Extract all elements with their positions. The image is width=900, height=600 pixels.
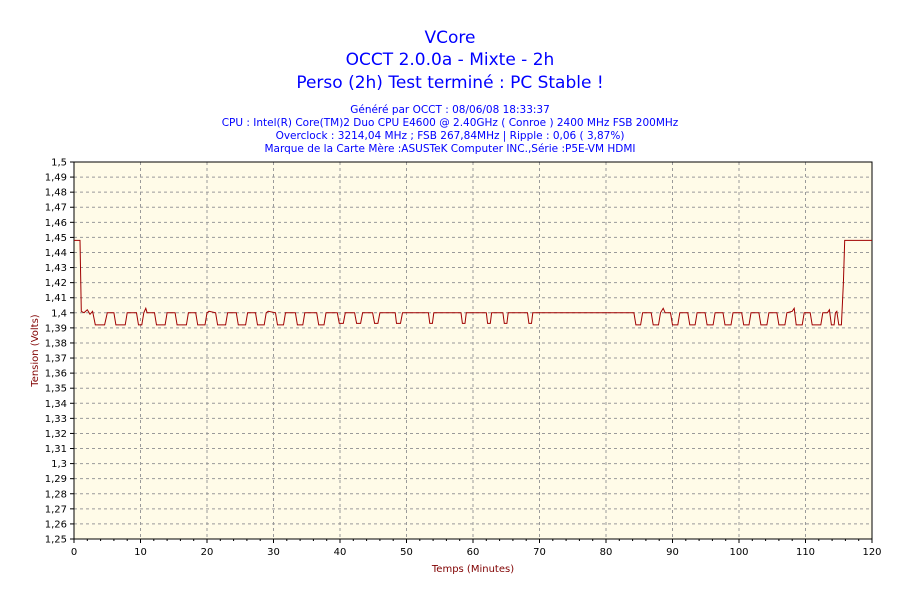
y-tick-label: 1,37	[45, 354, 67, 365]
y-tick-label: 1,5	[51, 158, 67, 169]
y-axis-ticks: 1,25 1,26 1,27 1,28 1,29 1,3 1,31 1,32 1,33 1,34 1…	[45, 158, 74, 546]
x-tick-label: 50	[400, 547, 413, 558]
x-tick-label: 110	[796, 547, 815, 558]
x-tick-label: 90	[666, 547, 679, 558]
y-tick-label: 1,43	[45, 263, 67, 274]
y-tick-label: 1,26	[45, 519, 67, 530]
y-tick-label: 1,35	[45, 384, 67, 395]
y-tick-label: 1,32	[45, 429, 67, 440]
x-tick-label: 70	[533, 547, 546, 558]
x-tick-label: 0	[71, 547, 77, 558]
y-tick-label: 1,33	[45, 414, 67, 425]
y-tick-label: 1,45	[45, 233, 67, 244]
cpu-info: CPU : Intel(R) Core(TM)2 Duo CPU E4600 @…	[221, 117, 679, 129]
y-tick-label: 1,31	[45, 444, 67, 455]
x-tick-label: 80	[600, 547, 613, 558]
y-tick-label: 1,38	[45, 338, 67, 349]
x-tick-label: 60	[467, 547, 480, 558]
chart-subtitle: OCCT 2.0.0a - Mixte - 2h	[345, 50, 555, 70]
vcore-series-line	[74, 239, 872, 326]
y-tick-label: 1,48	[45, 188, 67, 199]
x-tick-label: 100	[729, 547, 748, 558]
x-tick-label: 10	[134, 547, 147, 558]
y-tick-label: 1,25	[45, 535, 67, 546]
x-axis-label: Temps (Minutes)	[431, 564, 514, 575]
x-tick-label: 30	[267, 547, 280, 558]
motherboard-info: Marque de la Carte Mère :ASUSTeK Compute…	[264, 143, 636, 155]
y-tick-label: 1,44	[45, 248, 67, 259]
y-tick-label: 1,29	[45, 474, 67, 485]
y-tick-label: 1,49	[45, 173, 67, 184]
x-tick-label: 120	[862, 547, 881, 558]
y-tick-label: 1,36	[45, 369, 67, 380]
y-tick-label: 1,34	[45, 399, 67, 410]
y-tick-label: 1,46	[45, 218, 67, 229]
y-tick-label: 1,47	[45, 203, 67, 214]
y-tick-label: 1,28	[45, 489, 67, 500]
y-tick-label: 1,41	[45, 293, 67, 304]
y-tick-label: 1,42	[45, 278, 67, 289]
y-axis-label: Tension (Volts)	[30, 314, 41, 388]
y-tick-label: 1,27	[45, 504, 67, 515]
overclock-info: Overclock : 3214,04 MHz ; FSB 267,84MHz …	[275, 130, 625, 142]
y-tick-label: 1,4	[51, 308, 67, 319]
generated-info: Généré par OCCT : 08/06/08 18:33:37	[350, 104, 550, 116]
x-tick-label: 20	[201, 547, 214, 558]
x-tick-label: 40	[334, 547, 347, 558]
y-tick-label: 1,39	[45, 323, 67, 334]
y-tick-label: 1,3	[51, 459, 67, 470]
test-status: Perso (2h) Test terminé : PC Stable !	[296, 73, 604, 93]
x-axis-ticks: 0 10 20 30 40 50 60 70 80 90 100 110 120	[71, 539, 882, 558]
chart-title: VCore	[424, 28, 476, 48]
